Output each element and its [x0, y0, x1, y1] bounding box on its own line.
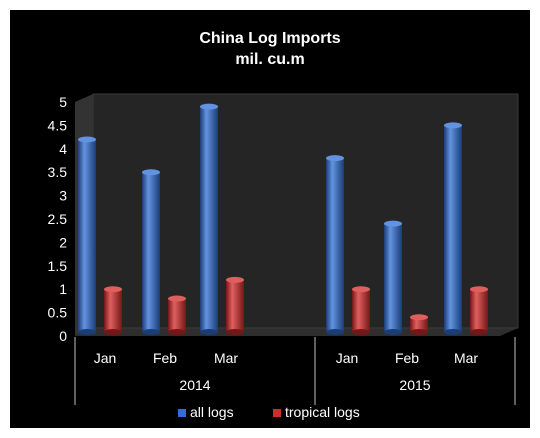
bar-tropical-logs [168, 295, 186, 335]
y-tick-label: 2.5 [48, 211, 68, 227]
x-tick-label: Feb [395, 350, 419, 366]
bar-tropical-logs [226, 276, 244, 335]
legend-label: tropical logs [285, 404, 360, 420]
chart-subtitle: mil. cu.m [235, 51, 304, 68]
bar-tropical-logs [470, 286, 488, 335]
bar-chart: China Log Imports mil. cu.m 0 0.5 1 1.5 2 2.5… [48, 30, 519, 420]
legend-swatch [178, 409, 186, 417]
y-tick-label: 3.5 [48, 164, 68, 180]
bar-all-logs [200, 103, 218, 335]
legend-item: tropical logs [273, 404, 360, 420]
bars-layer [78, 103, 488, 335]
bar-all-logs [326, 155, 344, 335]
y-tick-label: 1.5 [48, 258, 68, 274]
x-tick-label: Mar [214, 350, 238, 366]
y-tick-label: 0.5 [48, 305, 68, 321]
y-tick-label: 4.5 [48, 117, 68, 133]
x-tick-label: Feb [153, 350, 177, 366]
bar-all-logs [444, 122, 462, 335]
y-tick-label: 1 [59, 281, 67, 297]
y-tick-label: 4 [59, 141, 67, 157]
bar-tropical-logs [410, 314, 428, 335]
legend-label: all logs [190, 404, 234, 420]
y-tick-label: 0 [59, 328, 67, 344]
x-tick-label: Jan [336, 350, 359, 366]
chart-title: China Log Imports [199, 30, 340, 47]
x-group-label: 2014 [179, 377, 210, 393]
bar-tropical-logs [104, 286, 122, 335]
y-tick-label: 5 [59, 94, 67, 110]
chart-frame: China Log Imports mil. cu.m 0 0.5 1 1.5 2 2.5… [10, 10, 530, 428]
bar-all-logs [384, 220, 402, 335]
legend-item: all logs [178, 404, 234, 420]
x-tick-label: Mar [454, 350, 478, 366]
bar-all-logs [78, 136, 96, 335]
y-tick-label: 2 [59, 234, 67, 250]
bar-tropical-logs [352, 286, 370, 335]
legend: all logs tropical logs [178, 404, 360, 420]
bar-all-logs [142, 169, 160, 335]
y-tick-label: 3 [59, 188, 67, 204]
x-tick-label: Jan [94, 350, 117, 366]
y-axis-ticks: 0 0.5 1 1.5 2 2.5 3 3.5 4 4.5 5 [48, 94, 68, 344]
legend-swatch [273, 409, 281, 417]
x-group-label: 2015 [399, 377, 430, 393]
